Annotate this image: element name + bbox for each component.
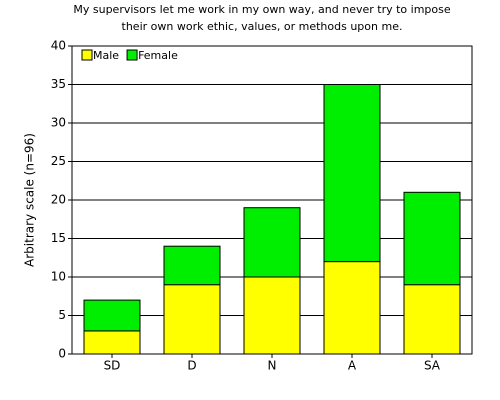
chart-title: My supervisors let me work in my own way…: [73, 3, 450, 16]
x-tick-label: N: [268, 359, 277, 373]
y-tick-label: 30: [51, 116, 66, 130]
bar-segment: [83, 330, 141, 355]
y-tick-label: 10: [51, 270, 66, 284]
bar-segment: [323, 261, 381, 355]
x-tick-label: SA: [424, 359, 441, 373]
y-tick-label: 0: [58, 347, 66, 361]
bar-segment: [163, 245, 221, 286]
y-tick-label: 5: [58, 308, 66, 322]
y-tick-label: 35: [51, 77, 66, 91]
y-tick-label: 15: [51, 231, 66, 245]
chart-title: their own work ethic, values, or methods…: [122, 20, 403, 33]
bar-segment: [323, 84, 381, 263]
plot-frame: [71, 45, 473, 355]
legend-label: Female: [138, 49, 178, 62]
bar-segment: [243, 207, 301, 278]
x-tick-label: D: [187, 359, 196, 373]
x-tick-label: SD: [104, 359, 121, 373]
x-tick-label: A: [348, 359, 357, 373]
y-tick-label: 20: [51, 193, 66, 207]
bar-segment: [403, 284, 461, 355]
y-axis-label: Arbitrary scale (n=96): [23, 133, 37, 267]
y-tick-label: 40: [51, 39, 66, 53]
legend-swatch: [81, 49, 93, 61]
legend-swatch: [126, 49, 138, 61]
bar-segment: [163, 284, 221, 355]
bar-segment: [243, 276, 301, 355]
bar-segment: [83, 299, 141, 332]
bar-segment: [403, 191, 461, 286]
y-tick-label: 25: [51, 154, 66, 168]
legend-label: Male: [93, 49, 119, 62]
